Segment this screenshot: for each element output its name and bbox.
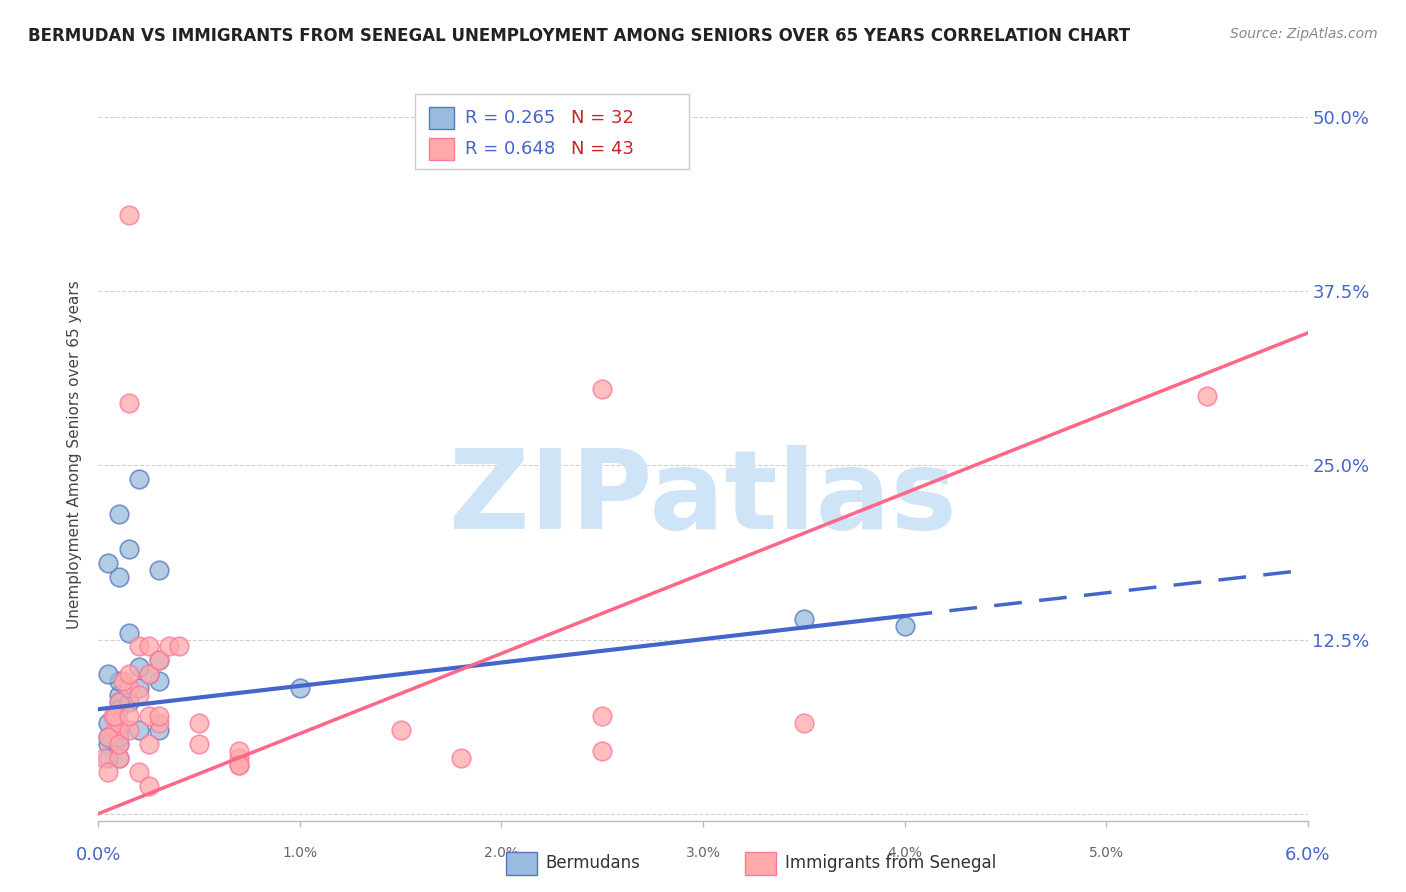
Point xyxy=(118,541,141,556)
Point xyxy=(118,395,141,409)
Point xyxy=(591,744,613,758)
Point xyxy=(128,640,150,654)
Text: 2.0%: 2.0% xyxy=(484,846,519,860)
Point xyxy=(107,751,129,765)
Text: 6.0%: 6.0% xyxy=(1285,846,1330,863)
Point xyxy=(107,695,129,709)
Point xyxy=(138,709,160,723)
Point xyxy=(118,681,141,696)
Point xyxy=(128,660,150,674)
Point xyxy=(148,653,170,667)
Point xyxy=(97,764,120,779)
Point xyxy=(188,737,211,751)
Point xyxy=(128,764,150,779)
Text: 3.0%: 3.0% xyxy=(686,846,720,860)
Point xyxy=(167,640,190,654)
Point xyxy=(188,716,211,731)
Text: N = 43: N = 43 xyxy=(571,140,634,158)
Point xyxy=(118,723,141,737)
Point xyxy=(107,751,129,765)
Point xyxy=(107,723,129,737)
Point xyxy=(148,709,170,723)
Point xyxy=(107,737,129,751)
Point xyxy=(107,702,129,716)
Point xyxy=(107,507,129,521)
Point xyxy=(103,709,125,723)
Point xyxy=(591,709,613,723)
Text: 5.0%: 5.0% xyxy=(1088,846,1123,860)
Point xyxy=(228,758,250,772)
Text: ZIPatlas: ZIPatlas xyxy=(449,445,957,552)
Point xyxy=(97,716,120,731)
Text: R = 0.648: R = 0.648 xyxy=(465,140,555,158)
Point xyxy=(118,709,141,723)
Point xyxy=(793,612,815,626)
Point xyxy=(893,618,915,632)
Point xyxy=(103,723,125,737)
Point xyxy=(128,688,150,702)
Point xyxy=(228,751,250,765)
Point xyxy=(148,716,170,731)
Point xyxy=(118,695,141,709)
Point xyxy=(101,709,124,723)
Point xyxy=(128,681,150,696)
Point xyxy=(793,716,815,731)
Y-axis label: Unemployment Among Seniors over 65 years: Unemployment Among Seniors over 65 years xyxy=(67,281,83,629)
Text: Source: ZipAtlas.com: Source: ZipAtlas.com xyxy=(1230,27,1378,41)
Point xyxy=(97,556,120,570)
Point xyxy=(128,472,150,486)
Point xyxy=(450,751,472,765)
Point xyxy=(138,667,160,681)
Text: 1.0%: 1.0% xyxy=(283,846,318,860)
Point xyxy=(1195,389,1218,403)
Point xyxy=(157,640,180,654)
Point xyxy=(148,563,170,577)
Point xyxy=(128,723,150,737)
Text: BERMUDAN VS IMMIGRANTS FROM SENEGAL UNEMPLOYMENT AMONG SENIORS OVER 65 YEARS COR: BERMUDAN VS IMMIGRANTS FROM SENEGAL UNEM… xyxy=(28,27,1130,45)
Text: 0.0%: 0.0% xyxy=(76,846,121,863)
Point xyxy=(97,667,120,681)
Text: N = 32: N = 32 xyxy=(571,109,634,127)
Point xyxy=(228,744,250,758)
Point xyxy=(148,723,170,737)
Text: R = 0.265: R = 0.265 xyxy=(465,109,555,127)
Point xyxy=(118,667,141,681)
Point xyxy=(288,681,311,696)
Point xyxy=(118,625,141,640)
Point xyxy=(228,758,250,772)
Point xyxy=(138,779,160,793)
Point xyxy=(107,716,129,731)
Point xyxy=(107,695,129,709)
Point xyxy=(93,751,115,765)
Point xyxy=(107,674,129,689)
Point xyxy=(107,730,129,744)
Text: Immigrants from Senegal: Immigrants from Senegal xyxy=(785,855,995,872)
Point xyxy=(389,723,412,737)
Point xyxy=(138,667,160,681)
Point xyxy=(97,737,120,751)
Point xyxy=(97,730,120,744)
Text: Bermudans: Bermudans xyxy=(546,855,640,872)
Point xyxy=(138,737,160,751)
Point xyxy=(107,570,129,584)
Point xyxy=(107,688,129,702)
Point xyxy=(107,737,129,751)
Point xyxy=(148,653,170,667)
Point xyxy=(118,208,141,222)
Text: 4.0%: 4.0% xyxy=(887,846,922,860)
Point xyxy=(111,674,134,689)
Point xyxy=(97,730,120,744)
Point xyxy=(97,751,120,765)
Point xyxy=(591,382,613,396)
Point xyxy=(138,640,160,654)
Point xyxy=(148,674,170,689)
